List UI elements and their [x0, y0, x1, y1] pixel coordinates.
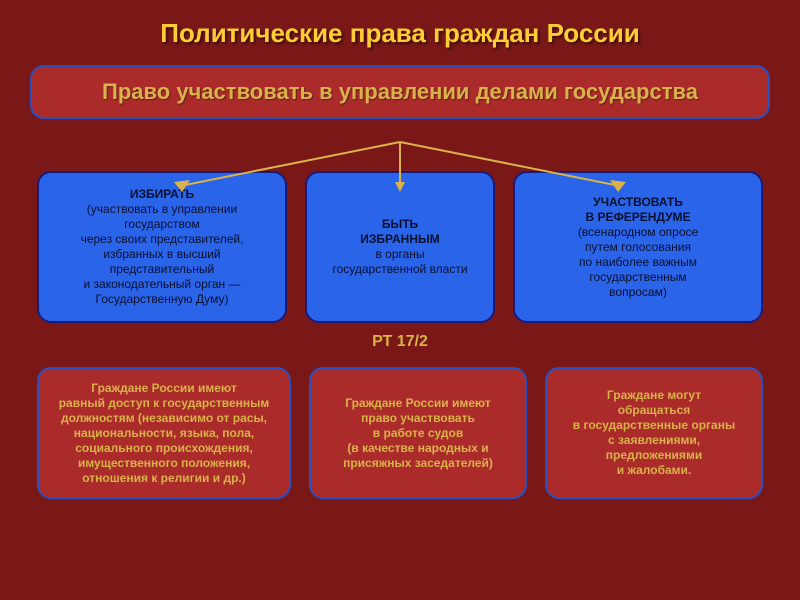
card-line: избранных в высший	[45, 247, 279, 262]
card-line: отношения к религии и др.)	[45, 471, 283, 486]
card-line: вопросам)	[521, 285, 755, 300]
main-concept-box: Право участвовать в управлении делами го…	[30, 65, 770, 119]
card-line: Государственную Думу)	[45, 292, 279, 307]
card-line: в работе судов	[317, 426, 519, 441]
card-line: и законодательный орган —	[45, 277, 279, 292]
card-line: обращаться	[553, 403, 755, 418]
card-line: (в качестве народных и	[317, 441, 519, 456]
card-bold-line: В РЕФЕРЕНДУМЕ	[521, 210, 755, 225]
card-line: в органы	[313, 247, 487, 262]
card-line: Граждане могут	[553, 388, 755, 403]
card-line: (всенародном опросе	[521, 225, 755, 240]
card-line: по наиболее важным	[521, 255, 755, 270]
card-bold-line: ИЗБРАННЫМ	[313, 232, 487, 247]
card-line: равный доступ к государственным	[45, 396, 283, 411]
card-line: социального происхождения,	[45, 441, 283, 456]
card-line: имущественного положения,	[45, 456, 283, 471]
card-line: национальности, языка, пола,	[45, 426, 283, 441]
connector-arrows	[120, 138, 680, 198]
card-line: Граждане России имеют	[45, 381, 283, 396]
card-line: путем голосования	[521, 240, 755, 255]
card-line: предложениями	[553, 448, 755, 463]
card-line: государственным	[521, 270, 755, 285]
card-line: право участвовать	[317, 411, 519, 426]
card-line: государством	[45, 217, 279, 232]
red-card-0: Граждане России имеютравный доступ к гос…	[37, 367, 291, 499]
card-line: (участвовать в управлении	[45, 202, 279, 217]
card-line: Граждане России имеют	[317, 396, 519, 411]
card-line: в государственные органы	[553, 418, 755, 433]
card-line: с заявлениями,	[553, 433, 755, 448]
card-bold-line: БЫТЬ	[313, 217, 487, 232]
card-line: присяжных заседателей)	[317, 456, 519, 471]
card-line: должностям (независимо от расы,	[45, 411, 283, 426]
card-line: государственной власти	[313, 262, 487, 277]
card-line: представительный	[45, 262, 279, 277]
mid-label: РТ 17/2	[0, 333, 800, 351]
red-card-1: Граждане России имеютправо участвоватьв …	[309, 367, 527, 499]
red-card-2: Граждане могутобращатьсяв государственны…	[545, 367, 763, 499]
page-title: Политические права граждан России	[0, 0, 800, 49]
red-card-row: Граждане России имеютравный доступ к гос…	[0, 367, 800, 499]
card-line: через своих представителей,	[45, 232, 279, 247]
card-line: и жалобами.	[553, 463, 755, 478]
